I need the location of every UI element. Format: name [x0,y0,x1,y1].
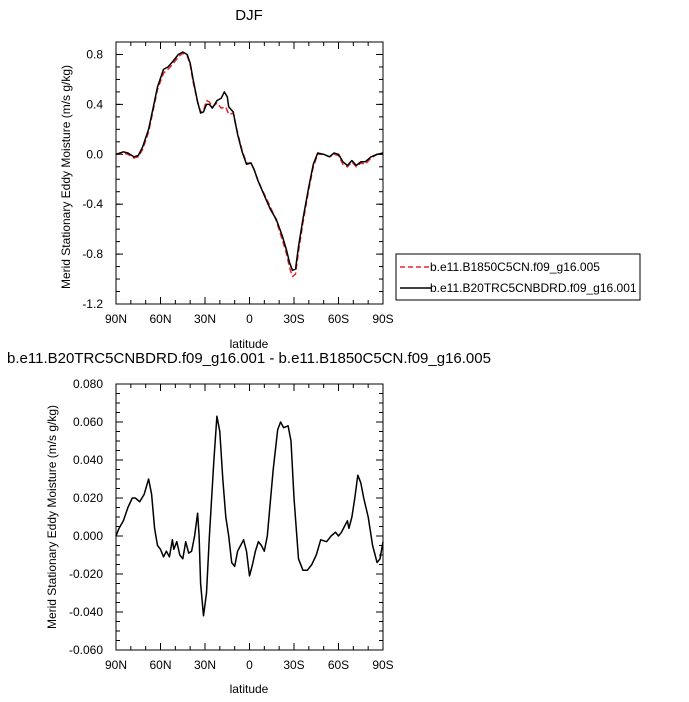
bottom-y-tick-label-7: -0.060 [69,643,103,657]
bottom-series-lines [115,415,384,617]
bottom-x-axis-label: latitude [230,682,269,696]
top-y-tick-label-5: -1.2 [82,297,103,311]
top-x-tick-label-2: 30N [194,312,216,326]
top-y-tick-label-2: 0.0 [86,147,103,161]
bottom-x-tick-label-5: 60S [328,658,349,672]
top-series-lines [115,51,384,278]
top-series-line-2 [115,51,384,272]
top-plot-frame [115,41,384,305]
top-x-tick-label-5: 60S [328,312,349,326]
top-x-tick-label-6: 90S [372,312,393,326]
top-series-line-1 [115,52,384,278]
bottom-y-tick-label-4: 0.000 [73,529,103,543]
top-panel: DJF Merid Stationary Eddy Moisture (m/s … [59,7,394,351]
top-y-tick-label-1: 0.4 [86,97,103,111]
top-y-axis-label: Merid Stationary Eddy Moisture (m/s g/kg… [59,65,73,289]
bottom-y-tick-label-5: -0.020 [69,567,103,581]
bottom-series-line-1 [115,415,384,617]
top-x-tick-label-0: 90N [105,312,127,326]
top-y-tick-label-3: -0.4 [82,197,103,211]
legend: b.e11.B1850C5CN.f09_g16.005 b.e11.B20TRC… [395,253,641,301]
top-axis-ticks: 90N 60N 30N 0 30S 60S 90S 0.8 0.4 0.0 -0.4 -0.8 -1.2 [82,41,394,326]
top-x-axis-label: latitude [230,337,269,351]
top-x-tick-label-1: 60N [149,312,171,326]
top-x-tick-label-4: 30S [283,312,304,326]
bottom-y-tick-label-3: 0.020 [73,491,103,505]
top-x-tick-label-3: 0 [246,312,253,326]
top-y-tick-label-4: -0.8 [82,247,103,261]
bottom-x-tick-label-2: 30N [194,658,216,672]
top-y-tick-label-0: 0.8 [86,47,103,61]
bottom-y-tick-label-0: 0.080 [73,377,103,391]
bottom-x-tick-label-4: 30S [283,658,304,672]
bottom-y-axis-label: Merid Stationary Eddy Moisture (m/s g/kg… [45,405,59,629]
legend-label-series-2: b.e11.B20TRC5CNBDRD.f09_g16.001 [430,281,637,295]
bottom-x-tick-label-1: 60N [149,658,171,672]
bottom-y-tick-label-6: -0.040 [69,605,103,619]
legend-label-series-1: b.e11.B1850C5CN.f09_g16.005 [430,260,600,274]
bottom-x-tick-label-3: 0 [246,658,253,672]
bottom-x-tick-label-0: 90N [105,658,127,672]
bottom-y-tick-label-1: 0.060 [73,415,103,429]
bottom-y-tick-label-2: 0.040 [73,453,103,467]
legend-box [395,253,641,301]
bottom-plot-frame [115,383,384,651]
bottom-panel: b.e11.B20TRC5CNBDRD.f09_g16.001 - b.e11.… [7,350,491,696]
bottom-chart-title: b.e11.B20TRC5CNBDRD.f09_g16.001 - b.e11.… [7,350,491,367]
bottom-x-tick-label-6: 90S [372,658,393,672]
top-chart-title: DJF [235,7,263,24]
